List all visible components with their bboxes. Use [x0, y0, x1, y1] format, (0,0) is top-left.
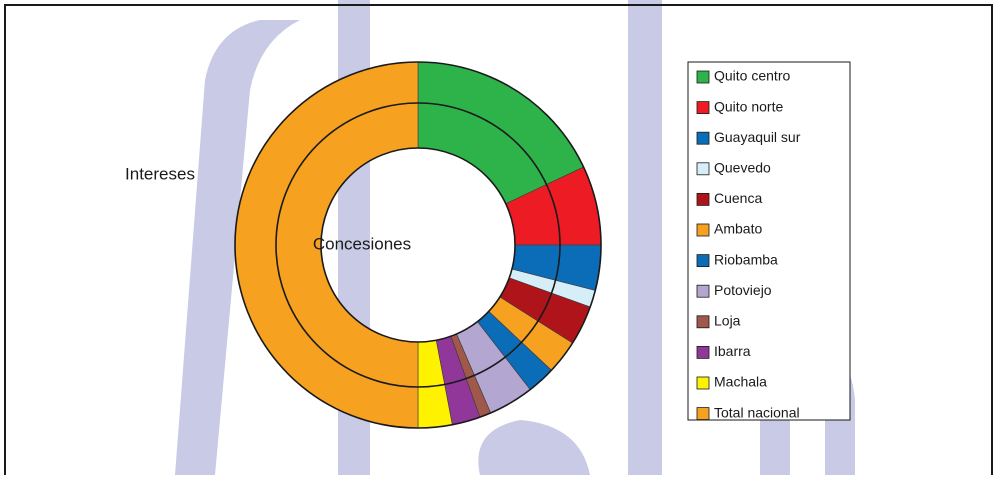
legend-swatch — [696, 192, 710, 206]
legend-label: Quito centro — [714, 68, 790, 84]
legend-swatch — [696, 101, 710, 114]
legend-swatch — [696, 315, 710, 329]
legend-swatch — [696, 407, 710, 421]
ring-outline — [234, 61, 602, 429]
series-label: Concesiones — [313, 234, 411, 253]
series-label: Intereses — [125, 164, 195, 183]
legend-label: Cuenca — [714, 190, 762, 206]
legend-swatch — [696, 284, 710, 298]
legend-swatch — [696, 254, 710, 268]
legend-swatch — [696, 223, 710, 237]
legend-swatch — [696, 345, 710, 359]
legend-label: Ibarra — [714, 343, 751, 359]
ring-outline — [275, 102, 561, 388]
ring-outline — [320, 147, 516, 343]
legend-label: Quito norte — [714, 98, 783, 114]
legend-label: Potoviejo — [714, 282, 772, 298]
frame — [4, 4, 993, 475]
legend-swatch — [696, 70, 710, 84]
legend-swatch — [696, 131, 710, 145]
legend-label: Loja — [714, 313, 741, 329]
legend-label: Guayaquil sur — [714, 129, 801, 145]
legend-swatch — [696, 162, 710, 176]
watermark — [175, 0, 855, 475]
legend-label: Machala — [714, 374, 767, 390]
legend-box — [687, 61, 851, 421]
legend-label: Riobamba — [714, 251, 778, 267]
legend-label: Ambato — [714, 221, 762, 237]
legend-label: Total nacional — [714, 404, 800, 420]
legend-label: Quevedo — [714, 160, 771, 176]
legend-swatch — [696, 376, 710, 390]
